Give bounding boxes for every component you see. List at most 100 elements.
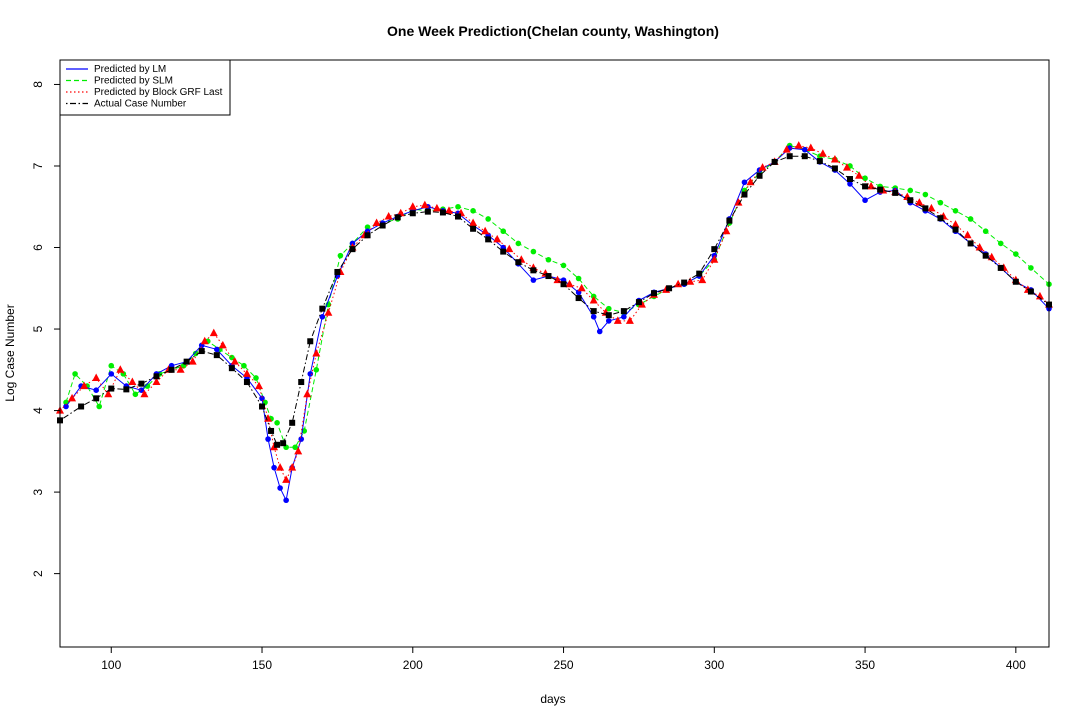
data-point [515, 240, 522, 247]
data-point [967, 240, 974, 247]
data-point [319, 314, 326, 320]
y-tick-label: 5 [31, 325, 45, 332]
y-axis-label: Log Case Number [3, 304, 17, 401]
data-point [108, 385, 115, 392]
data-point [243, 379, 250, 386]
data-point [288, 463, 297, 471]
data-point [907, 187, 914, 194]
data-point [794, 141, 803, 149]
data-point [620, 308, 627, 315]
data-point [242, 369, 251, 377]
x-axis: 100 150 200 250 300 350 400 [101, 647, 1026, 672]
data-point [349, 246, 356, 253]
x-tick-label: 200 [403, 658, 423, 672]
data-point [298, 436, 305, 442]
data-point [589, 296, 598, 304]
data-point [625, 316, 634, 324]
data-point [444, 206, 453, 214]
x-tick-label: 350 [855, 658, 875, 672]
data-point [982, 228, 989, 235]
data-point [862, 183, 869, 190]
data-point [188, 357, 197, 365]
data-point [319, 305, 326, 312]
data-point [952, 208, 959, 214]
data-point [1013, 251, 1019, 257]
data-point [455, 203, 461, 210]
data-point [364, 224, 371, 230]
data-point [153, 373, 160, 380]
plot-area [56, 141, 1053, 504]
data-point [771, 158, 778, 165]
data-point [746, 177, 755, 186]
data-point [816, 158, 823, 165]
data-point [666, 285, 673, 292]
legend-label: Predicted by Block GRF Last [94, 87, 223, 98]
data-point [128, 377, 137, 386]
data-point [621, 314, 627, 320]
data-point [270, 442, 279, 451]
data-point [505, 244, 514, 253]
data-point [590, 308, 597, 315]
data-point [312, 349, 321, 357]
data-point [481, 226, 490, 235]
data-point [696, 270, 703, 277]
data-point [577, 283, 586, 292]
data-point [268, 427, 275, 434]
data-point [138, 380, 145, 387]
data-point [651, 290, 658, 297]
data-point [710, 255, 719, 263]
data-point [1027, 288, 1034, 295]
data-point [756, 172, 763, 179]
data-point [560, 281, 567, 288]
data-point [289, 419, 296, 426]
data-point [455, 213, 462, 220]
data-point [176, 365, 185, 373]
data-point [485, 236, 492, 243]
legend-label: Predicted by LM [94, 64, 166, 75]
data-point [294, 446, 303, 455]
data-point [280, 440, 287, 447]
data-point [846, 176, 853, 183]
data-point [93, 395, 100, 402]
data-point [847, 181, 853, 187]
data-point [283, 497, 289, 504]
data-point [364, 232, 371, 239]
data-point [590, 314, 597, 320]
data-point [264, 414, 273, 422]
data-point [255, 381, 264, 390]
data-point [530, 267, 537, 274]
data-point [116, 365, 125, 373]
data-point [259, 403, 266, 410]
data-point [605, 305, 612, 312]
y-axis: 2 3 4 5 6 7 8 [31, 81, 60, 577]
data-point [80, 381, 89, 390]
data-point [138, 387, 145, 393]
data-point [975, 243, 984, 251]
data-point [274, 419, 280, 426]
data-point [937, 215, 944, 222]
data-point [140, 389, 149, 398]
data-point [927, 203, 936, 212]
data-point [132, 391, 139, 398]
data-point [734, 198, 743, 206]
data-point [93, 387, 99, 393]
data-point [1012, 278, 1019, 285]
data-point [303, 389, 312, 398]
data-point [259, 395, 265, 402]
x-tick-label: 250 [554, 658, 574, 672]
data-point [951, 220, 960, 228]
data-point [500, 248, 507, 255]
data-point [596, 328, 603, 335]
data-point [379, 222, 386, 229]
data-point [674, 279, 683, 288]
data-point [726, 217, 733, 224]
data-point [830, 154, 839, 163]
data-point [842, 163, 851, 171]
data-point [123, 386, 130, 393]
data-point [963, 230, 972, 239]
data-point [515, 259, 522, 266]
data-point [230, 357, 239, 365]
data-point [493, 234, 502, 243]
